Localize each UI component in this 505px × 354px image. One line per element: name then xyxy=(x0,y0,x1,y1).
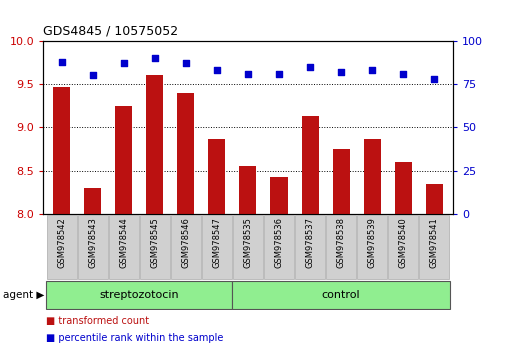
FancyBboxPatch shape xyxy=(419,215,448,279)
FancyBboxPatch shape xyxy=(46,281,232,309)
FancyBboxPatch shape xyxy=(46,215,76,279)
Bar xyxy=(239,166,256,214)
FancyBboxPatch shape xyxy=(387,215,417,279)
FancyBboxPatch shape xyxy=(139,215,169,279)
Bar xyxy=(425,184,442,214)
Text: GSM978542: GSM978542 xyxy=(57,217,66,268)
Text: GSM978547: GSM978547 xyxy=(212,217,221,268)
FancyBboxPatch shape xyxy=(78,215,108,279)
Bar xyxy=(208,139,225,214)
FancyBboxPatch shape xyxy=(109,215,138,279)
Point xyxy=(398,71,407,76)
Point xyxy=(367,67,375,73)
Point xyxy=(274,71,282,76)
FancyBboxPatch shape xyxy=(233,215,262,279)
Text: GSM978541: GSM978541 xyxy=(429,217,438,268)
Text: GSM978536: GSM978536 xyxy=(274,217,283,268)
Text: GSM978538: GSM978538 xyxy=(336,217,345,268)
Point xyxy=(120,61,128,66)
Text: GSM978544: GSM978544 xyxy=(119,217,128,268)
Text: GSM978539: GSM978539 xyxy=(367,217,376,268)
Bar xyxy=(177,93,194,214)
Point xyxy=(58,59,66,64)
Bar xyxy=(84,188,101,214)
Text: GSM978537: GSM978537 xyxy=(305,217,314,268)
Bar xyxy=(53,87,70,214)
Text: GDS4845 / 10575052: GDS4845 / 10575052 xyxy=(43,24,178,37)
Point xyxy=(336,69,344,75)
Bar xyxy=(301,116,318,214)
Text: GSM978540: GSM978540 xyxy=(398,217,407,268)
Text: GSM978545: GSM978545 xyxy=(150,217,159,268)
Point xyxy=(306,64,314,69)
Bar xyxy=(332,149,349,214)
Bar xyxy=(115,106,132,214)
Text: GSM978546: GSM978546 xyxy=(181,217,190,268)
Text: ■ transformed count: ■ transformed count xyxy=(45,316,148,326)
FancyBboxPatch shape xyxy=(357,215,386,279)
Text: agent ▶: agent ▶ xyxy=(3,290,44,300)
FancyBboxPatch shape xyxy=(264,215,293,279)
Text: GSM978543: GSM978543 xyxy=(88,217,97,268)
Text: ■ percentile rank within the sample: ■ percentile rank within the sample xyxy=(45,333,223,343)
Point xyxy=(429,76,437,82)
Text: GSM978535: GSM978535 xyxy=(243,217,252,268)
FancyBboxPatch shape xyxy=(201,215,231,279)
Point xyxy=(88,73,96,78)
FancyBboxPatch shape xyxy=(294,215,324,279)
Point xyxy=(181,61,189,66)
FancyBboxPatch shape xyxy=(326,215,356,279)
Bar xyxy=(394,162,411,214)
Bar xyxy=(363,139,380,214)
Point xyxy=(243,71,251,76)
Text: control: control xyxy=(321,290,360,300)
FancyBboxPatch shape xyxy=(171,215,200,279)
Point xyxy=(213,67,221,73)
Bar xyxy=(270,177,287,214)
Bar xyxy=(146,75,163,214)
Point xyxy=(150,55,159,61)
Text: streptozotocin: streptozotocin xyxy=(99,290,179,300)
FancyBboxPatch shape xyxy=(232,281,449,309)
